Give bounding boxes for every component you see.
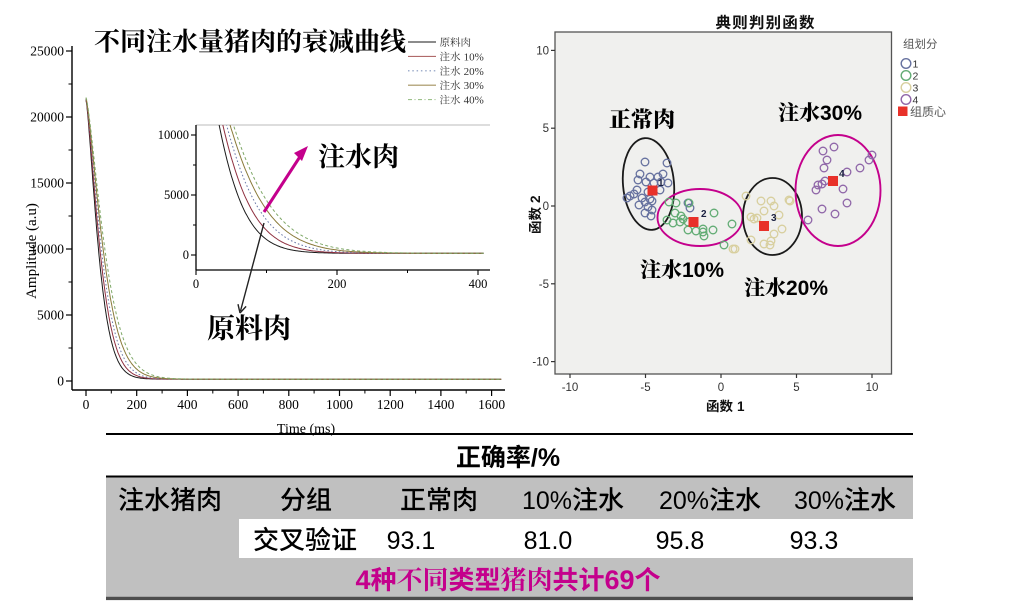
svg-text:10%: 10% [522, 487, 572, 515]
svg-text:0: 0 [57, 374, 64, 389]
svg-text:20%: 20% [786, 277, 828, 300]
svg-text:10000: 10000 [30, 242, 64, 257]
svg-text:1200: 1200 [377, 397, 404, 412]
svg-text:1400: 1400 [427, 397, 454, 412]
svg-text:2: 2 [701, 209, 707, 220]
svg-text:10%: 10% [682, 259, 724, 282]
svg-text:10: 10 [866, 382, 879, 394]
svg-text:1: 1 [737, 399, 745, 414]
svg-text:20000: 20000 [30, 110, 64, 125]
svg-text:3: 3 [771, 213, 777, 224]
svg-text:5000: 5000 [37, 308, 64, 323]
svg-text:Amplitude (a.u): Amplitude (a.u) [24, 203, 40, 299]
svg-text:25000: 25000 [30, 44, 64, 59]
svg-text:600: 600 [228, 397, 249, 412]
svg-text:0: 0 [83, 397, 90, 412]
svg-text:200: 200 [127, 397, 148, 412]
svg-text:0: 0 [183, 248, 189, 262]
svg-text:400: 400 [177, 397, 198, 412]
svg-text:30%: 30% [820, 102, 862, 125]
svg-text:4: 4 [356, 565, 371, 595]
svg-text:1600: 1600 [478, 397, 505, 412]
svg-text:0: 0 [718, 382, 724, 394]
svg-text:-5: -5 [640, 382, 650, 394]
svg-text:10000: 10000 [158, 128, 189, 142]
svg-text:-5: -5 [539, 279, 549, 291]
svg-text:81.0: 81.0 [524, 527, 573, 555]
svg-text:5000: 5000 [164, 188, 189, 202]
svg-text:-10: -10 [562, 382, 579, 394]
svg-text:800: 800 [279, 397, 300, 412]
svg-text:10: 10 [536, 45, 549, 57]
svg-text:20%: 20% [659, 487, 709, 515]
svg-text:5: 5 [543, 123, 549, 135]
svg-text:2: 2 [528, 195, 543, 203]
svg-text:/%: /% [531, 444, 560, 472]
svg-text:0: 0 [193, 277, 199, 291]
svg-text:30%: 30% [464, 80, 484, 92]
svg-text:400: 400 [469, 277, 488, 291]
svg-text:-10: -10 [532, 357, 549, 369]
svg-text:5: 5 [793, 382, 799, 394]
svg-text:95.8: 95.8 [656, 527, 705, 555]
svg-text:15000: 15000 [30, 176, 64, 191]
svg-text:3: 3 [913, 82, 919, 94]
svg-text:4: 4 [839, 169, 845, 180]
svg-text:40%: 40% [464, 95, 484, 107]
svg-text:20%: 20% [464, 66, 484, 78]
svg-text:10%: 10% [464, 51, 484, 63]
svg-text:200: 200 [328, 277, 347, 291]
svg-text:1000: 1000 [326, 397, 353, 412]
svg-text:93.3: 93.3 [790, 527, 839, 555]
svg-text:4: 4 [913, 94, 919, 106]
svg-text:30%: 30% [794, 487, 844, 515]
svg-text:2: 2 [913, 70, 919, 82]
svg-text:1: 1 [913, 58, 919, 70]
svg-text:0: 0 [543, 201, 549, 213]
svg-text:93.1: 93.1 [387, 527, 436, 555]
svg-text:69: 69 [605, 565, 635, 595]
svg-text:1: 1 [658, 178, 664, 189]
